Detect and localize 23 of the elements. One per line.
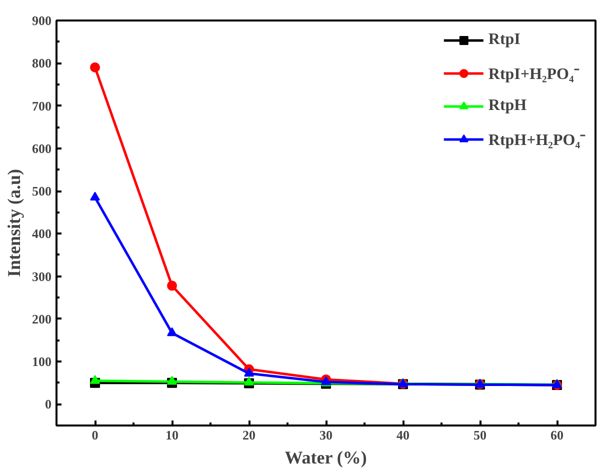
legend-label: RtpH: [488, 97, 527, 115]
legend-label: RtpI+H₂PO₄⁻: [488, 65, 579, 84]
x-tick-label: 30: [320, 428, 332, 442]
y-tick-label: 800: [32, 56, 52, 71]
x-tick-label: 20: [242, 428, 256, 442]
x-axis-title: Water (%): [284, 448, 367, 468]
legend-label: RtpI: [488, 31, 520, 49]
y-tick-label: 100: [32, 354, 52, 370]
legend-label: RtpH+H₂PO₄⁻: [488, 131, 585, 150]
x-tick-label: 10: [166, 428, 178, 442]
y-tick-label: 0: [45, 396, 52, 412]
x-tick-label: 50: [474, 428, 486, 442]
y-tick-label: 400: [32, 226, 52, 242]
y-tick-label: 600: [32, 140, 52, 156]
y-tick-label: 700: [32, 98, 52, 114]
y-tick-label: 500: [32, 184, 52, 199]
x-tick-label: 0: [92, 428, 98, 442]
y-tick-label: 900: [32, 13, 52, 28]
y-tick-label: 200: [32, 311, 52, 326]
y-axis-title: Intensity (a.u): [4, 168, 24, 278]
x-tick-label: 60: [550, 428, 564, 442]
x-tick-label: 40: [396, 428, 410, 442]
y-tick-label: 300: [32, 268, 52, 284]
